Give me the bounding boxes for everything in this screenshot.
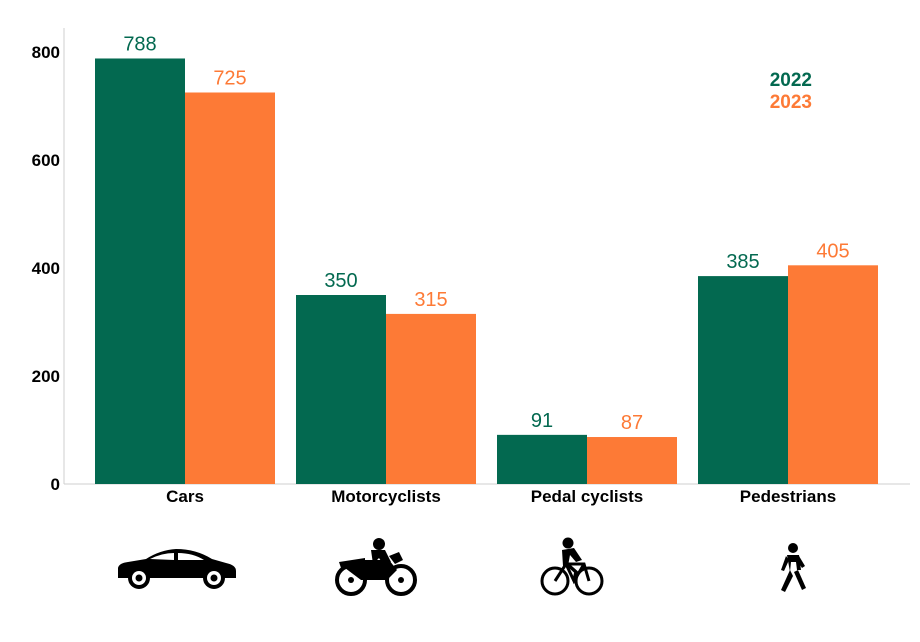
legend-2022: 2022	[770, 70, 812, 91]
bicycle-icon	[540, 537, 604, 596]
bar-pedestrians-2023	[788, 265, 878, 484]
value-labels: 788 725 350 315 91 87 385 405	[123, 33, 849, 434]
legend-2023: 2023	[770, 92, 812, 113]
bar-pedal-cyclists-2022	[497, 434, 587, 484]
category-label-motorcyclists: Motorcyclists	[331, 487, 441, 506]
pedestrian-icon	[781, 543, 806, 592]
bar-cars-2022	[95, 58, 185, 484]
bar-motorcyclists-2023	[386, 313, 476, 484]
bar-pedal-cyclists-2023	[587, 437, 677, 484]
y-tick-label-200: 200	[32, 367, 60, 386]
bar-motorcyclists-2022	[296, 295, 386, 484]
motorcycle-icon	[335, 538, 417, 596]
y-ticks: 0 200 400 600 800	[32, 43, 60, 494]
y-tick-label-600: 600	[32, 151, 60, 170]
car-icon	[118, 549, 236, 589]
value-label-cars-2023: 725	[213, 68, 246, 90]
bars	[95, 58, 878, 484]
bar-cars-2023	[185, 92, 275, 484]
value-label-cars-2022: 788	[123, 33, 156, 55]
category-label-pedestrians: Pedestrians	[740, 487, 836, 506]
value-label-pedal-cyclists-2022: 91	[531, 410, 553, 432]
category-label-cars: Cars	[166, 487, 204, 506]
y-tick-label-0: 0	[51, 475, 60, 494]
value-label-motorcyclists-2022: 350	[324, 270, 357, 292]
category-labels: Cars Motorcyclists Pedal cyclists Pedestria…	[166, 487, 836, 506]
y-tick-label-800: 800	[32, 43, 60, 62]
category-label-pedal-cyclists: Pedal cyclists	[531, 487, 643, 506]
value-label-pedestrians-2023: 405	[816, 240, 849, 262]
value-label-pedal-cyclists-2023: 87	[621, 412, 643, 434]
bar-pedestrians-2022	[698, 276, 788, 484]
y-tick-label-400: 400	[32, 259, 60, 278]
value-label-pedestrians-2022: 385	[726, 251, 759, 273]
value-label-motorcyclists-2023: 315	[414, 289, 447, 311]
legend: 2022 2023	[770, 70, 812, 113]
